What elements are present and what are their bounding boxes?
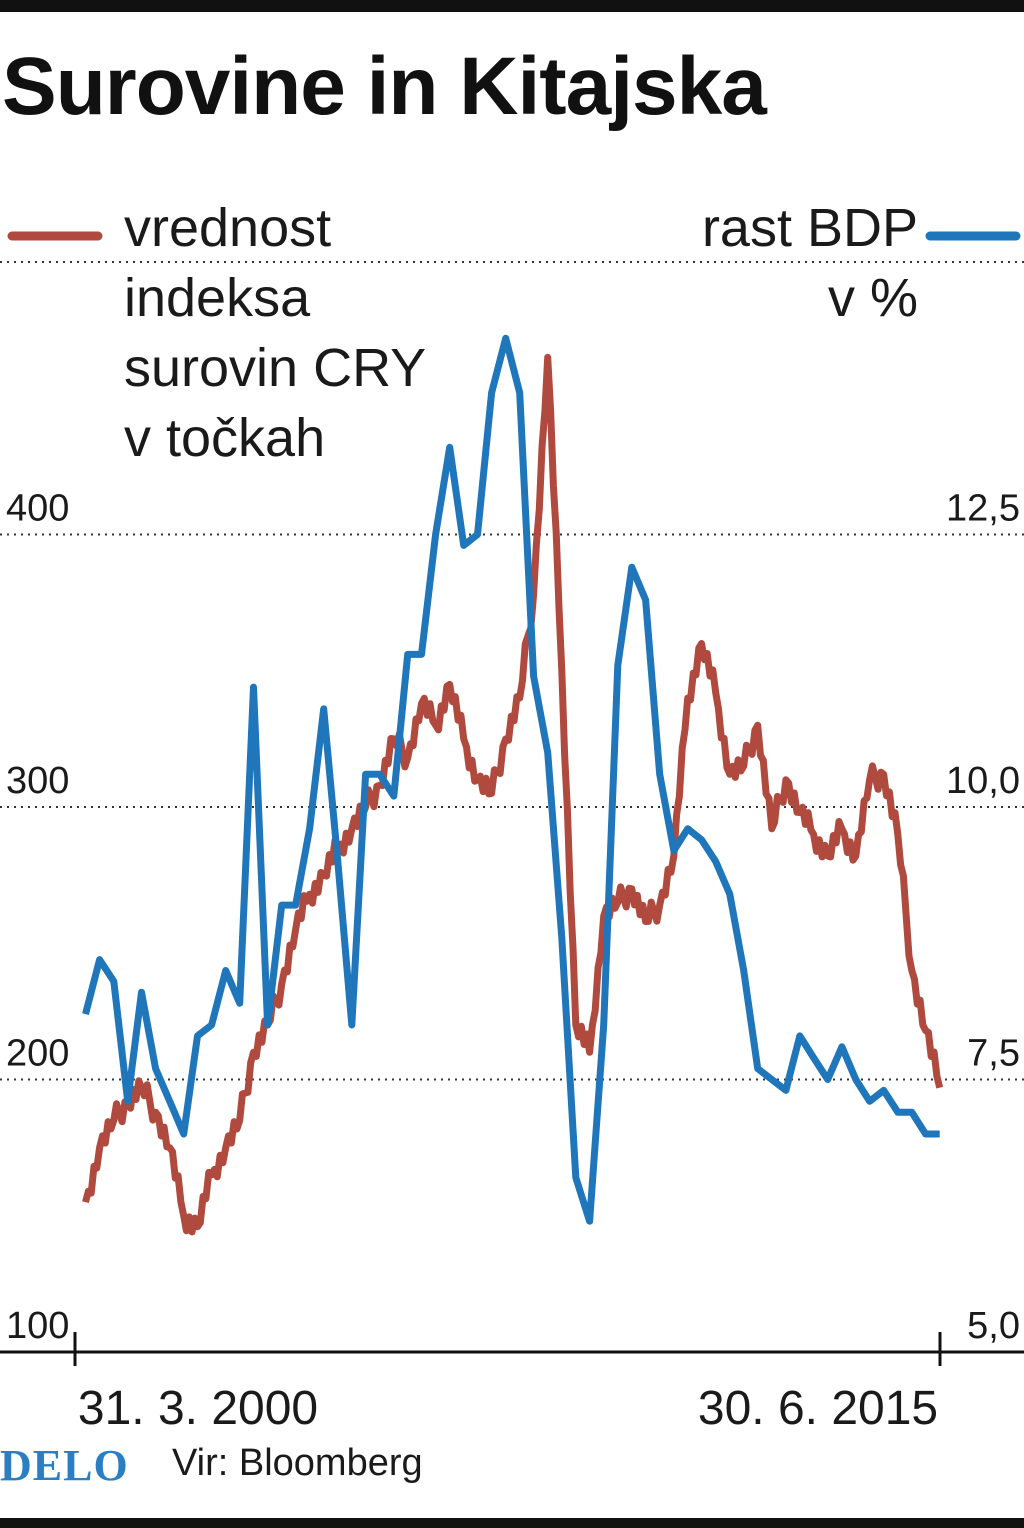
chart-title: Surovine in Kitajska: [2, 41, 767, 132]
left-tick-label: 300: [6, 760, 69, 802]
legend-label-cry: vrednost: [124, 198, 331, 258]
legend-label-cry: surovin CRY: [124, 338, 426, 398]
right-tick-label: 12,5: [946, 488, 1020, 530]
right-tick-label: 5,0: [967, 1305, 1020, 1347]
series-line-cry: [82, 353, 944, 1236]
legend-label-gdp: rast BDP: [702, 198, 918, 258]
left-tick-label: 200: [6, 1033, 69, 1075]
legend-label-cry: v točkah: [124, 408, 325, 468]
left-tick-label: 400: [6, 488, 69, 530]
legend-label-gdp: v %: [828, 268, 918, 328]
top-rule: [0, 0, 1024, 12]
delo-logo: DELO: [0, 1441, 129, 1490]
legend-label-cry: indeksa: [124, 268, 311, 328]
series-line-gdp: [82, 334, 940, 1225]
x-tick-label: 30. 6. 2015: [698, 1382, 938, 1435]
right-tick-label: 10,0: [946, 760, 1020, 802]
bottom-rule: [0, 1518, 1024, 1528]
source-note: Vir: Bloomberg: [172, 1442, 423, 1484]
left-tick-label: 100: [6, 1305, 69, 1347]
x-tick-label: 31. 3. 2000: [78, 1382, 318, 1435]
right-tick-label: 7,5: [967, 1033, 1020, 1075]
